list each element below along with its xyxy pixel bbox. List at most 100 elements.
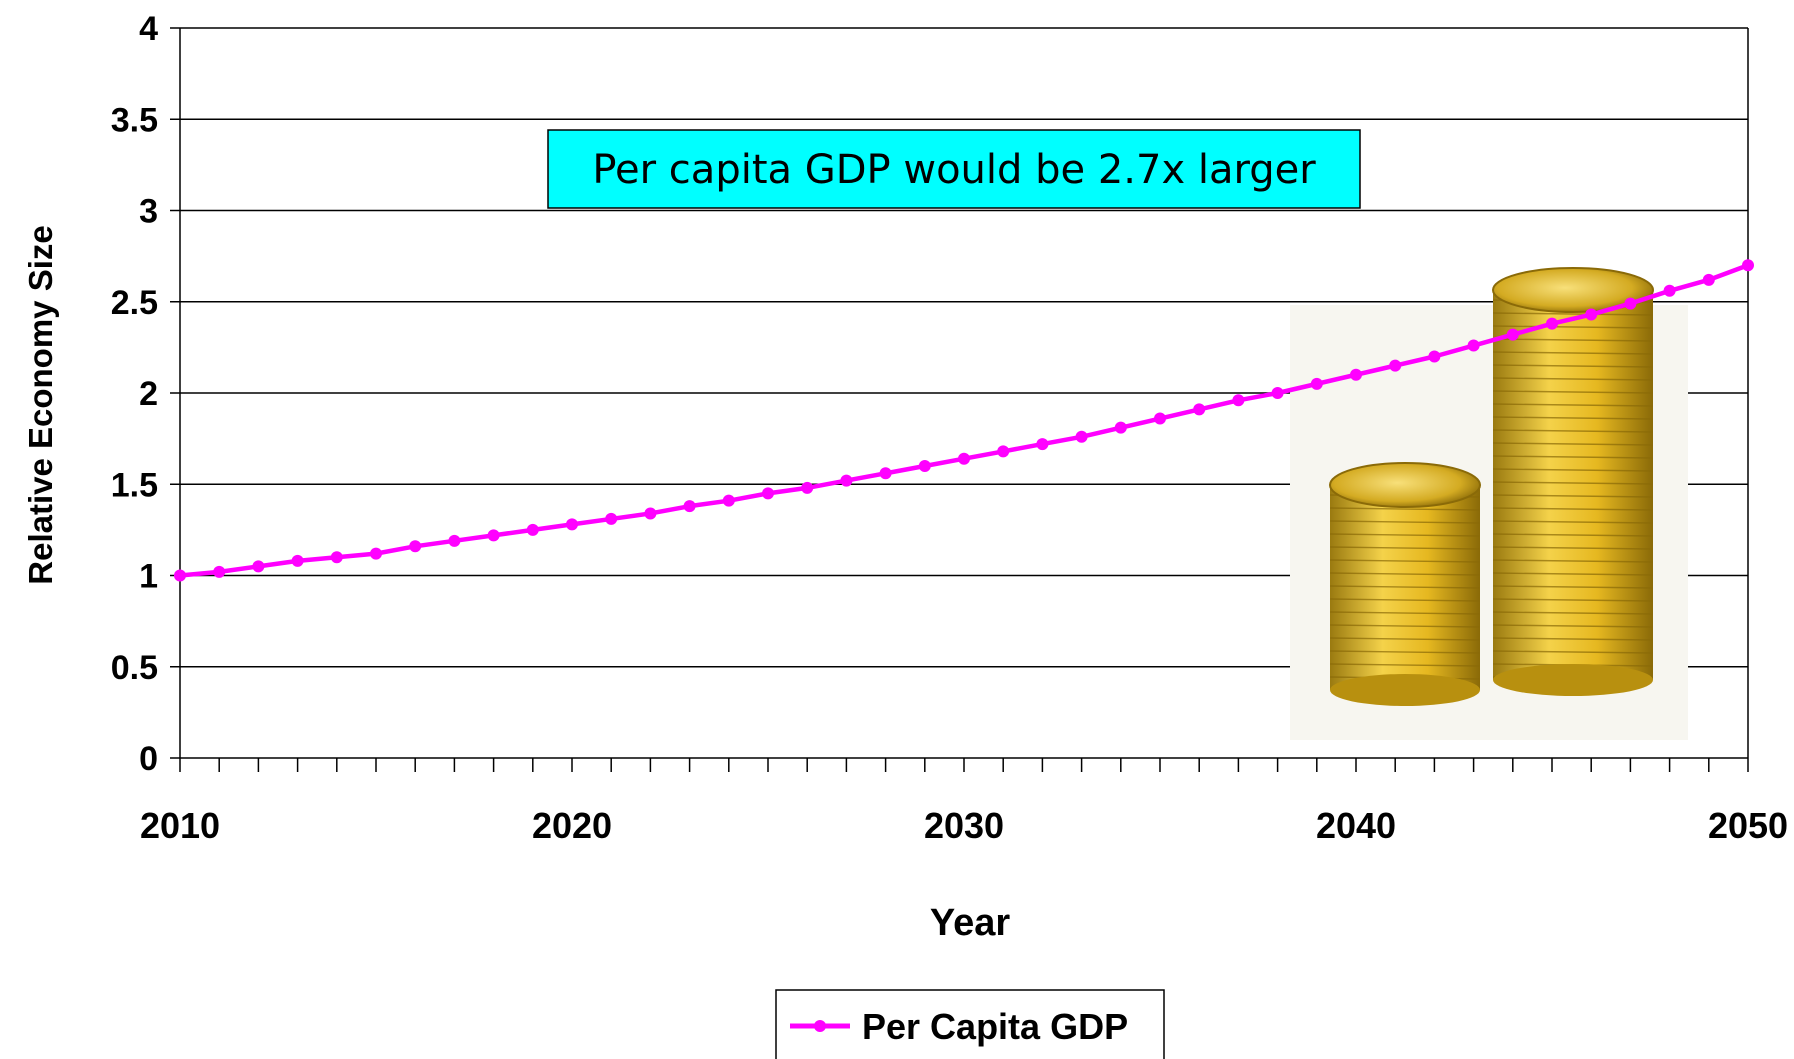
- coin-edge: [1492, 637, 1654, 641]
- data-point: [997, 445, 1010, 458]
- data-point: [448, 534, 461, 547]
- data-point: [370, 547, 382, 560]
- x-tick-label: 2020: [532, 805, 612, 846]
- y-tick-label: 3: [139, 193, 158, 231]
- coin-edge: [1329, 546, 1481, 550]
- coin-stack-short: [1329, 462, 1481, 706]
- coin-edge: [1492, 455, 1654, 459]
- data-point: [644, 507, 657, 520]
- y-tick-label: 0: [139, 740, 158, 778]
- legend-label: Per Capita GDP: [862, 1006, 1128, 1047]
- coin-edge: [1492, 468, 1654, 472]
- data-point: [252, 560, 265, 573]
- y-tick-label: 1: [139, 558, 158, 596]
- data-point: [1742, 259, 1754, 272]
- y-tick-label: 2: [139, 375, 158, 413]
- data-point: [762, 487, 774, 500]
- data-point: [1154, 412, 1166, 425]
- gridlines: [180, 27, 1749, 758]
- data-point: [1585, 308, 1598, 321]
- coin-edge: [1492, 598, 1654, 602]
- data-point: [1546, 317, 1558, 330]
- y-tick-label: 1.5: [111, 466, 158, 504]
- coin-edge: [1329, 585, 1481, 589]
- coin-edge: [1329, 559, 1481, 563]
- data-point: [487, 529, 500, 542]
- coin-edge: [1492, 377, 1654, 381]
- coin-edge: [1492, 442, 1654, 446]
- data-point: [1663, 284, 1676, 297]
- data-point: [801, 481, 814, 494]
- coin-edge: [1329, 572, 1481, 576]
- coin-edge: [1492, 494, 1654, 498]
- coin-edge: [1492, 520, 1654, 524]
- coin-edge: [1329, 650, 1481, 654]
- gold-coins-image: [1290, 267, 1688, 740]
- coin-edge: [1492, 546, 1654, 550]
- data-point: [918, 460, 931, 472]
- legend: Per Capita GDP: [775, 989, 1165, 1059]
- coin-stack-tall: [1492, 267, 1654, 696]
- coin-edge: [1492, 312, 1654, 316]
- data-point: [722, 494, 735, 507]
- x-axis-title: Year: [930, 902, 1011, 944]
- legend-marker: [814, 1020, 826, 1032]
- coin-edge: [1492, 416, 1654, 420]
- coin-edge: [1492, 390, 1654, 394]
- data-point: [566, 518, 578, 531]
- data-point: [683, 500, 696, 513]
- data-point: [879, 467, 892, 480]
- coin-edge: [1492, 533, 1654, 537]
- annotation-text: Per capita GDP would be 2.7x larger: [592, 147, 1316, 193]
- data-point: [1467, 339, 1480, 352]
- data-point: [1114, 421, 1127, 434]
- x-tick-label: 2010: [140, 805, 220, 846]
- y-axis: 0 0.5 1 1.5 2 2.5 3 3.5 4: [111, 10, 181, 778]
- coin-edge: [1492, 650, 1654, 654]
- data-point: [1389, 359, 1402, 372]
- data-point: [526, 523, 539, 536]
- data-point: [409, 540, 422, 553]
- y-axis-title: Relative Economy Size: [22, 225, 59, 584]
- coin-edge: [1492, 481, 1654, 485]
- data-point: [840, 474, 853, 487]
- data-point: [605, 512, 618, 525]
- data-point: [1036, 438, 1049, 451]
- coin-edge: [1492, 572, 1654, 576]
- coin-edge: [1492, 325, 1654, 329]
- coin-edge: [1329, 611, 1481, 615]
- data-point: [1075, 430, 1088, 443]
- coin-edge: [1492, 338, 1654, 342]
- coin-bottom: [1493, 664, 1653, 696]
- coin-edge: [1492, 507, 1654, 511]
- coin-edge: [1492, 351, 1654, 355]
- coin-bottom: [1330, 674, 1480, 706]
- coin-edge: [1492, 364, 1654, 368]
- data-point: [1702, 273, 1715, 286]
- data-point: [1271, 387, 1284, 399]
- data-point: [1428, 350, 1441, 363]
- coin-edge: [1492, 429, 1654, 433]
- data-point: [291, 554, 304, 567]
- coin-edge: [1329, 663, 1481, 667]
- data-point: [1310, 377, 1323, 390]
- x-tick-label: 2030: [924, 805, 1004, 846]
- coin-edge: [1329, 624, 1481, 628]
- coin-edge: [1329, 637, 1481, 641]
- data-point: [1232, 394, 1245, 407]
- data-point: [213, 565, 226, 578]
- data-point: [1350, 368, 1362, 381]
- coin-top: [1329, 462, 1481, 508]
- series-per-capita-gdp: [174, 259, 1754, 582]
- x-tick-label: 2040: [1316, 805, 1396, 846]
- data-point: [958, 452, 970, 465]
- coin-stack-body: [1493, 290, 1653, 680]
- coin-edge: [1329, 598, 1481, 602]
- coin-edge: [1492, 585, 1654, 589]
- y-tick-label: 4: [139, 10, 158, 48]
- data-point: [1624, 297, 1637, 310]
- coin-edge: [1329, 520, 1481, 524]
- coin-top: [1492, 267, 1654, 313]
- data-point: [174, 569, 186, 582]
